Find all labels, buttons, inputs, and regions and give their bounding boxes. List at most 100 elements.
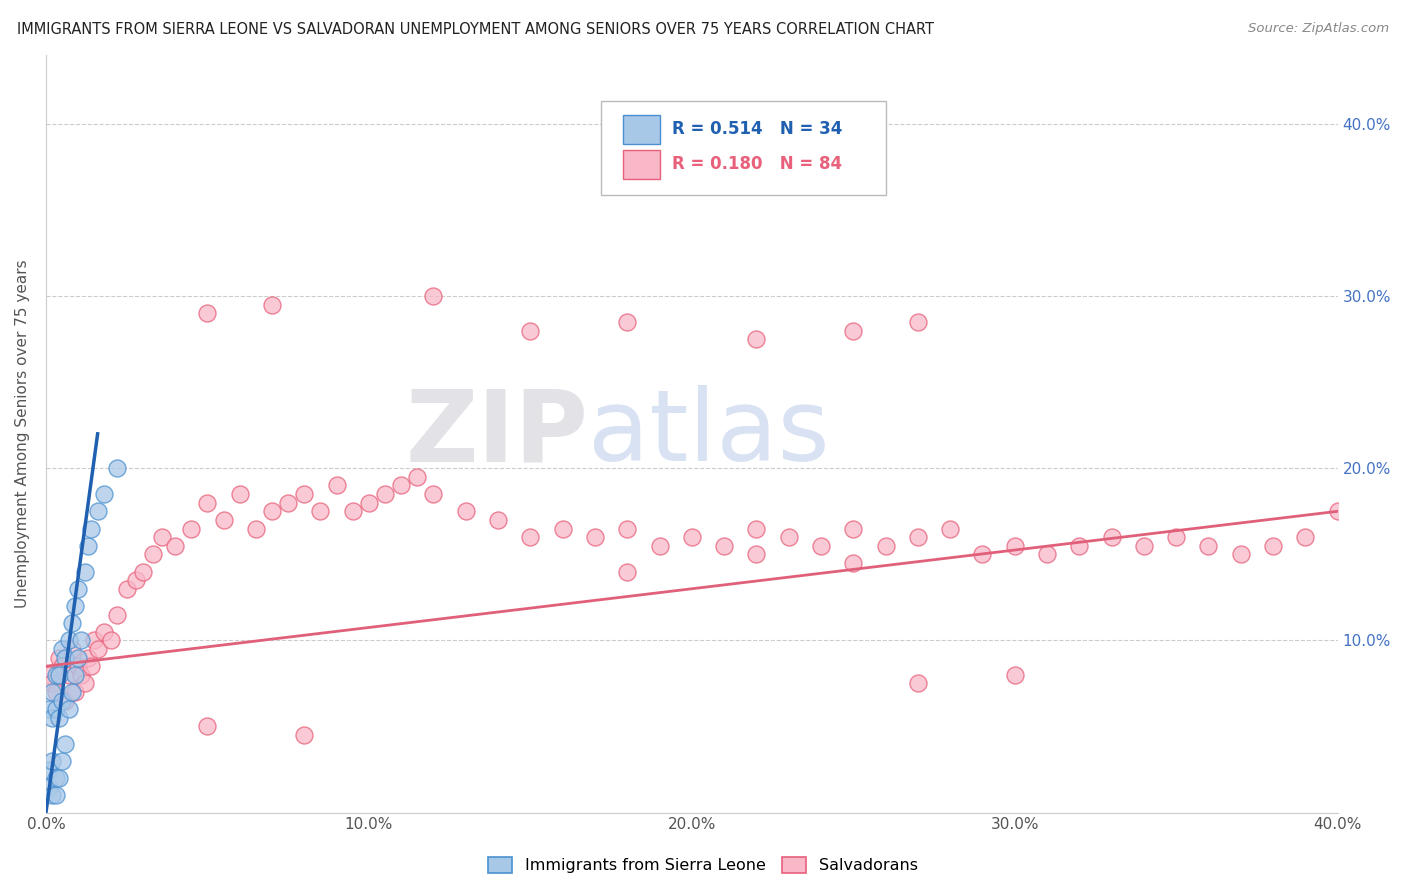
Point — [38, 668, 60, 682]
Point — [1069, 539, 1091, 553]
Point — [745, 547, 768, 561]
Point — [93, 487, 115, 501]
Point — [197, 719, 219, 733]
Point — [260, 298, 283, 312]
Point — [519, 324, 541, 338]
Point — [1133, 539, 1156, 553]
Point — [583, 530, 606, 544]
Point — [51, 754, 73, 768]
Point — [60, 642, 83, 657]
Point — [45, 702, 67, 716]
Point — [125, 573, 148, 587]
Point — [165, 539, 187, 553]
Text: Source: ZipAtlas.com: Source: ZipAtlas.com — [1249, 22, 1389, 36]
Point — [745, 522, 768, 536]
Point — [342, 504, 364, 518]
Point — [277, 496, 299, 510]
Y-axis label: Unemployment Among Seniors over 75 years: Unemployment Among Seniors over 75 years — [15, 260, 30, 608]
Text: ZIP: ZIP — [405, 385, 589, 483]
Point — [141, 547, 163, 561]
Point — [1166, 530, 1188, 544]
Point — [70, 668, 93, 682]
Point — [86, 504, 108, 518]
Point — [45, 771, 67, 785]
Point — [745, 332, 768, 346]
Point — [132, 565, 155, 579]
Point — [63, 668, 86, 682]
Point — [616, 315, 638, 329]
Point — [83, 633, 105, 648]
Point — [1261, 539, 1284, 553]
Point — [51, 659, 73, 673]
Point — [422, 289, 444, 303]
Point — [1198, 539, 1220, 553]
Point — [713, 539, 735, 553]
Legend: Immigrants from Sierra Leone, Salvadorans: Immigrants from Sierra Leone, Salvadoran… — [482, 850, 924, 880]
Point — [907, 530, 929, 544]
Point — [939, 522, 962, 536]
Point — [58, 633, 80, 648]
Point — [616, 522, 638, 536]
Point — [38, 702, 60, 716]
Point — [422, 487, 444, 501]
Text: IMMIGRANTS FROM SIERRA LEONE VS SALVADORAN UNEMPLOYMENT AMONG SENIORS OVER 75 YE: IMMIGRANTS FROM SIERRA LEONE VS SALVADOR… — [17, 22, 934, 37]
Point — [41, 676, 63, 690]
Point — [51, 693, 73, 707]
Point — [389, 478, 412, 492]
Point — [38, 780, 60, 794]
FancyBboxPatch shape — [602, 101, 886, 195]
Point — [1004, 668, 1026, 682]
Point — [842, 556, 865, 570]
Point — [810, 539, 832, 553]
Point — [77, 539, 100, 553]
Point — [53, 737, 76, 751]
Point — [58, 702, 80, 716]
Point — [197, 306, 219, 320]
Point — [53, 693, 76, 707]
Point — [292, 487, 315, 501]
Point — [842, 522, 865, 536]
Point — [907, 315, 929, 329]
Point — [45, 668, 67, 682]
FancyBboxPatch shape — [623, 150, 659, 178]
Point — [80, 659, 103, 673]
Point — [77, 650, 100, 665]
Text: atlas: atlas — [589, 385, 830, 483]
Point — [41, 789, 63, 803]
Point — [86, 642, 108, 657]
Point — [778, 530, 800, 544]
Text: R = 0.180   N = 84: R = 0.180 N = 84 — [672, 155, 842, 173]
Point — [105, 607, 128, 622]
Point — [48, 771, 70, 785]
Point — [907, 676, 929, 690]
FancyBboxPatch shape — [623, 115, 659, 144]
Point — [63, 685, 86, 699]
Point — [486, 513, 509, 527]
Point — [180, 522, 202, 536]
Point — [616, 565, 638, 579]
Point — [73, 676, 96, 690]
Point — [41, 754, 63, 768]
Point — [60, 685, 83, 699]
Point — [681, 530, 703, 544]
Point — [1326, 504, 1348, 518]
Point — [38, 763, 60, 777]
Point — [48, 711, 70, 725]
Point — [1229, 547, 1251, 561]
Point — [292, 728, 315, 742]
Point — [60, 616, 83, 631]
Point — [150, 530, 173, 544]
Point — [1036, 547, 1059, 561]
Point — [454, 504, 477, 518]
Point — [93, 624, 115, 639]
Point — [228, 487, 250, 501]
Point — [73, 565, 96, 579]
Point — [357, 496, 380, 510]
Point — [51, 642, 73, 657]
Point — [245, 522, 267, 536]
Point — [1004, 539, 1026, 553]
Point — [972, 547, 994, 561]
Point — [1294, 530, 1316, 544]
Point — [551, 522, 574, 536]
Point — [325, 478, 347, 492]
